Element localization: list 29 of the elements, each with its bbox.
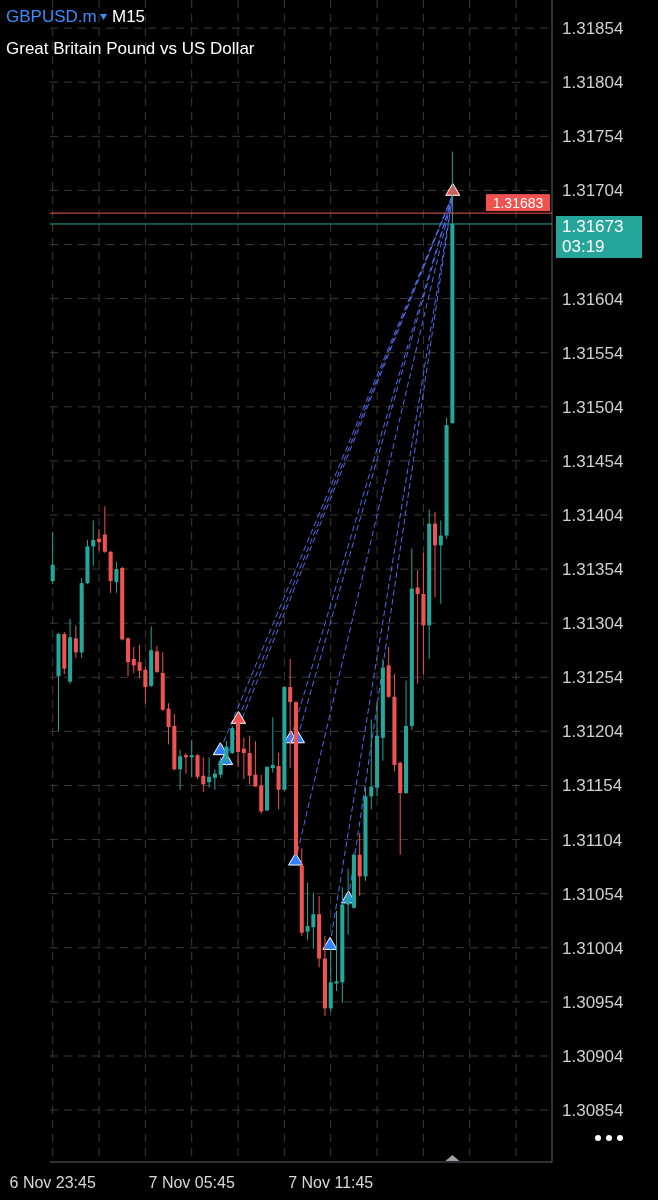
y-tick-label: 1.31004 — [562, 938, 624, 958]
annotation: M15 — [112, 7, 146, 26]
y-tick-label: 1.31104 — [562, 830, 623, 850]
y-tick-label: 1.31304 — [562, 614, 624, 634]
y-tick-label: 1.30904 — [562, 1046, 624, 1066]
x-tick-label: 7 Nov 05:45 — [148, 1174, 235, 1191]
y-tick-label: 1.31704 — [562, 181, 624, 201]
y-tick-label: 1.31554 — [562, 343, 624, 363]
text: Great Britain Pound vs US Dollar — [6, 39, 255, 58]
y-tick-label: 1.31404 — [562, 505, 624, 525]
y-tick-label: 1.31754 — [562, 127, 624, 147]
ref-line-label: 1.31673 — [562, 216, 624, 236]
y-tick-label: 1.31254 — [562, 668, 624, 688]
x-tick-label: 6 Nov 23:45 — [9, 1174, 96, 1191]
y-tick-label: 1.31504 — [562, 397, 624, 417]
y-tick-label: 1.31454 — [562, 451, 624, 471]
ref-line-label: 1.31683 — [492, 194, 544, 211]
y-tick-label: 1.31854 — [562, 19, 624, 39]
y-tick-label: 1.31354 — [562, 560, 624, 580]
y-tick-label: 1.31604 — [562, 289, 624, 309]
y-tick-label: 1.30854 — [562, 1101, 624, 1121]
x-tick-label: 7 Nov 11:45 — [288, 1174, 374, 1191]
chart-title: GBPUSD.m — [6, 7, 97, 26]
y-tick-label: 1.31804 — [562, 73, 624, 93]
y-tick-label: 1.31154 — [562, 776, 623, 796]
text: 03:19 — [562, 236, 605, 256]
y-tick-label: 1.31054 — [562, 884, 624, 904]
y-tick-label: 1.30954 — [562, 992, 624, 1012]
y-tick-label: 1.31204 — [562, 722, 624, 742]
